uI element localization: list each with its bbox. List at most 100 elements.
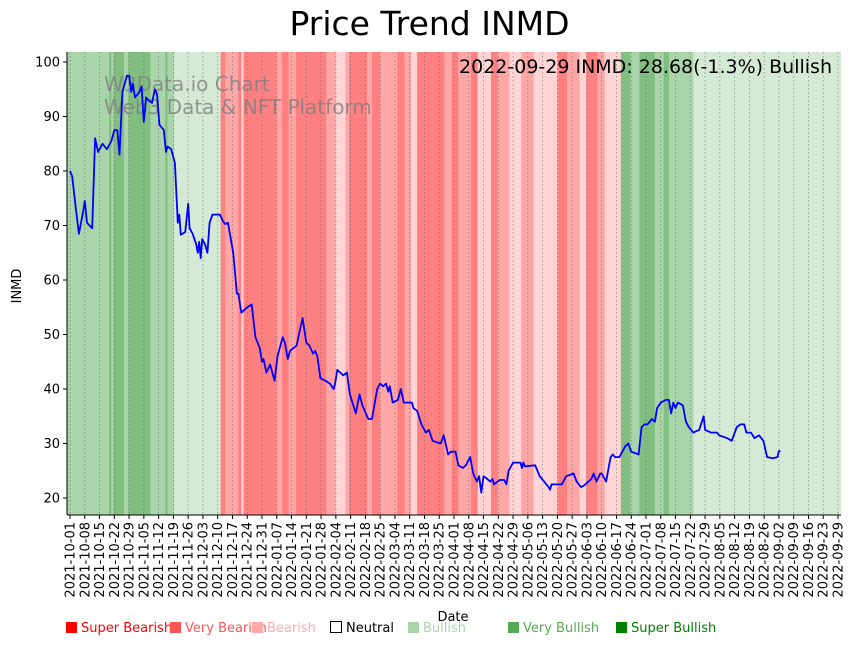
sentiment-band-very_bearish <box>451 52 459 515</box>
x-tick-label: 2022-08-26 <box>758 522 773 598</box>
sentiment-band-bullish <box>654 52 665 515</box>
sentiment-band-very_bearish <box>265 52 278 515</box>
sentiment-band <box>67 52 73 515</box>
sentiment-band-light_bearish <box>411 52 418 515</box>
vertical-gridlines <box>69 52 839 515</box>
legend-label: Super Bullish <box>631 621 717 636</box>
sentiment-band-bullish <box>167 52 175 515</box>
sentiment-band <box>780 52 841 515</box>
x-tick-label: 2022-07-29 <box>699 522 714 598</box>
x-tick-label: 2021-11-26 <box>182 522 197 598</box>
x-tick-label: 2022-04-29 <box>507 522 522 598</box>
sentiment-band-very_bullish <box>109 52 112 515</box>
x-tick-label: 2021-10-01 <box>64 522 79 598</box>
sentiment-band-very_bearish <box>281 52 290 515</box>
sentiment-band-very_bullish <box>165 52 168 515</box>
sentiment-band-light_bearish <box>509 52 522 515</box>
sentiment-band-light_bearish <box>604 52 622 515</box>
legend-swatch <box>252 622 263 633</box>
sentiment-band-bullish <box>668 52 694 515</box>
sentiment-band-very_bearish <box>557 52 568 515</box>
x-tick-label: 2022-02-18 <box>359 522 374 598</box>
x-tick-label: 2022-03-04 <box>388 522 403 598</box>
y-ticks: 20 30 40 50 60 70 80 90 100 <box>35 56 67 507</box>
y-tick-label: 80 <box>43 165 60 180</box>
sentiment-band-light_bullish <box>174 52 222 515</box>
sentiment-band-very_bullish <box>113 52 125 515</box>
legend-item: Very Bullish <box>508 621 599 636</box>
price-line <box>69 74 781 494</box>
sentiment-band-very_bearish <box>238 52 242 515</box>
x-ticks: 2021-10-01 2021-10-08 2021-10-15 2021-10-22… <box>64 515 847 598</box>
x-tick-label: 2022-01-21 <box>300 522 315 598</box>
x-tick-label: 2021-11-12 <box>152 522 167 598</box>
x-tick-label: 2021-12-03 <box>196 522 211 598</box>
sentiment-band-bearish <box>225 52 239 515</box>
x-tick-label: 2022-06-10 <box>595 522 610 598</box>
sentiment-band-bearish <box>326 52 337 515</box>
x-tick-label: 2022-09-09 <box>787 522 802 598</box>
sentiment-band-very_bearish <box>417 52 445 515</box>
legend-label: Very Bullish <box>523 621 600 636</box>
sentiment-band-very_bullish <box>620 52 631 515</box>
legend-swatch <box>508 622 519 633</box>
x-tick-label: 2022-09-29 <box>832 522 847 598</box>
y-tick-label: 50 <box>43 328 60 343</box>
sentiment-band-light_bearish <box>533 52 558 515</box>
sentiment-band-bearish <box>345 52 350 515</box>
legend-item: Super Bearish <box>66 621 172 636</box>
x-tick-label: 2022-06-17 <box>610 522 625 598</box>
sentiment-band-very_bullish <box>663 52 670 515</box>
legend-label: Super Bearish <box>81 621 173 636</box>
y-tick-label: 60 <box>43 274 60 289</box>
x-tick-label: 2022-04-22 <box>492 522 507 598</box>
chart-title: Price Trend INMD <box>289 4 570 43</box>
x-tick-label: 2022-01-28 <box>315 522 330 598</box>
x-tick-label: 2022-04-15 <box>477 522 492 598</box>
y-tick-label: 70 <box>43 219 60 234</box>
legend-item: Very Bearish <box>170 621 267 636</box>
x-tick-label: 2021-12-10 <box>211 522 226 598</box>
x-tick-label: 2021-12-24 <box>241 522 256 598</box>
sentiment-band-very_bearish <box>220 52 226 515</box>
sentiment-band-bearish <box>521 52 535 515</box>
x-tick-label: 2022-09-16 <box>802 522 817 598</box>
sentiment-band-very_bearish <box>295 52 301 515</box>
legend-swatch <box>66 622 77 633</box>
sentiment-band-light_bearish <box>335 52 346 515</box>
x-tick-label: 2022-06-24 <box>625 522 640 598</box>
legend-label: Very Bearish <box>185 621 267 636</box>
sentiment-band-light_bearish <box>579 52 587 515</box>
x-tick-label: 2021-10-29 <box>123 522 138 598</box>
sentiment-band-very_bearish <box>470 52 479 515</box>
sentiment-band-very_bearish <box>490 52 499 515</box>
x-tick-label: 2022-03-11 <box>403 522 418 598</box>
x-tick-label: 2022-05-06 <box>521 522 536 598</box>
legend-label: Bearish <box>267 621 316 636</box>
legend-swatch <box>170 622 181 633</box>
sentiment-band-bearish <box>288 52 297 515</box>
x-tick-label: 2022-08-05 <box>713 522 728 598</box>
x-tick-label: 2022-03-25 <box>433 522 448 598</box>
sentiment-band-light_bullish <box>693 52 781 515</box>
x-tick-label: 2021-11-05 <box>137 522 152 598</box>
y-tick-label: 40 <box>43 383 60 398</box>
sentiment-band-bearish <box>497 52 510 515</box>
y-tick-label: 30 <box>43 437 60 452</box>
sentiment-band-light_bearish <box>241 52 245 515</box>
x-tick-label: 2022-01-14 <box>285 522 300 598</box>
x-tick-label: 2021-10-22 <box>108 522 123 598</box>
sentiment-band-bearish <box>404 52 412 515</box>
sentiment-band-bearish <box>566 52 581 515</box>
sentiment-band-bullish <box>630 52 640 515</box>
x-tick-label: 2022-05-27 <box>566 522 581 598</box>
sentiment-band-bearish <box>597 52 606 515</box>
x-tick-label: 2022-08-12 <box>728 522 743 598</box>
x-tick-label: 2022-03-18 <box>418 522 433 598</box>
legend-swatch <box>616 622 627 633</box>
legend-label: Neutral <box>346 621 394 636</box>
x-tick-label: 2022-07-01 <box>640 522 655 598</box>
legend-item: Neutral <box>330 621 394 636</box>
y-tick-label: 20 <box>43 492 60 507</box>
